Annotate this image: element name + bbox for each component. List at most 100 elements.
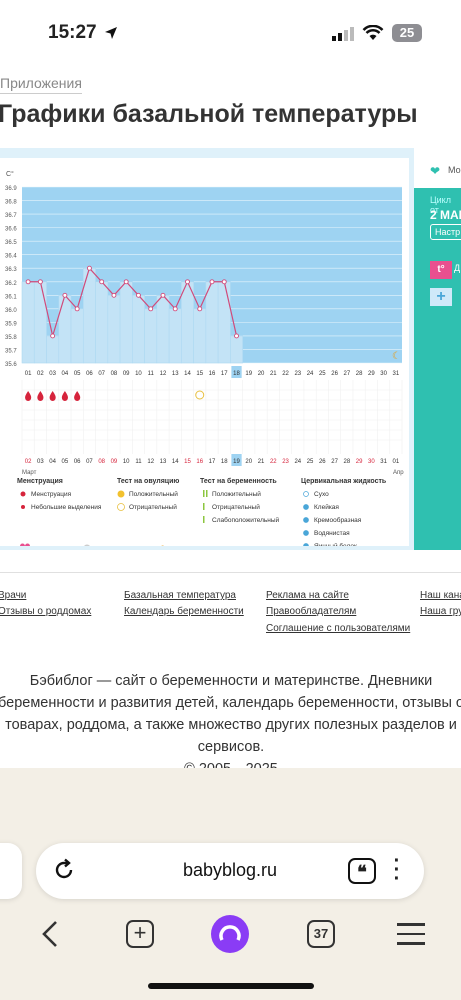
cervical-legend-icon <box>303 517 309 523</box>
x-day-label: 16 <box>209 371 216 377</box>
footer-link-doctors[interactable]: Врачи <box>0 590 27 601</box>
moon-legend-icon: ☾ <box>159 545 167 546</box>
breadcrumb[interactable]: Приложения <box>0 75 82 94</box>
back-icon[interactable] <box>40 920 60 953</box>
address-bar[interactable]: babyblog.ru ❝ · · · <box>36 843 424 899</box>
date-label: 24 <box>294 459 301 465</box>
date-label: 18 <box>221 459 228 465</box>
menstruation-drop-icon <box>37 391 44 401</box>
temp-point <box>99 279 105 285</box>
footer-link-bbt[interactable]: Базальная температура <box>124 590 236 601</box>
date-label: 15 <box>184 459 191 465</box>
footer-link-group[interactable]: Наша группа <box>420 606 461 617</box>
legend-item: Положительный <box>212 490 261 498</box>
x-day-label: 07 <box>98 371 105 377</box>
bbt-chart-panel: 36.9 36.8 36.7 36.6 36.5 36.4 36.3 36.2 36.1 36.0… <box>0 148 414 550</box>
alice-assistant-icon[interactable] <box>211 915 249 953</box>
temp-point <box>136 292 141 298</box>
legend-item: Отрицательный <box>129 503 177 511</box>
cervical-legend-icon <box>303 504 309 510</box>
date-label: 31 <box>380 459 387 465</box>
date-label: 30 <box>368 459 375 465</box>
ovulation-negative-icon <box>195 390 205 400</box>
cellular-signal-icon <box>332 27 354 46</box>
date-label: 11 <box>135 459 142 465</box>
about-text: Бэбиблог — сайт о беременности и материн… <box>0 673 461 755</box>
footer-link-user-agreement[interactable]: Соглашение с пользователями <box>266 623 411 634</box>
x-day-label: 10 <box>135 371 142 377</box>
tabs-count[interactable]: 37 <box>307 920 335 948</box>
spotting-legend-icon <box>21 505 25 509</box>
x-day-label: 24 <box>307 371 314 377</box>
legend-item: Сухо <box>314 491 329 498</box>
temp-bar <box>33 281 47 364</box>
temp-bar <box>46 335 60 364</box>
y-tick-label: 35.6 <box>5 362 17 368</box>
date-label: 19 <box>233 459 240 465</box>
y-tick-label: 36.5 <box>5 240 17 246</box>
date-label: 07 <box>86 459 93 465</box>
footer-link-maternity-reviews[interactable]: Отзывы о роддомах <box>0 606 92 617</box>
legend-item: Отрицательный <box>212 503 260 511</box>
temp-bar <box>205 281 219 364</box>
date-label: 10 <box>123 459 130 465</box>
legend-item: Водянистая <box>314 530 350 537</box>
month-label: Март <box>22 470 37 476</box>
y-tick-label: 36.0 <box>5 308 17 314</box>
legend-item: Менструация <box>31 491 72 498</box>
date-label: 12 <box>147 459 154 465</box>
x-day-label: 29 <box>368 371 375 377</box>
y-tick-label: 36.4 <box>5 254 17 260</box>
add-button[interactable]: + <box>430 288 452 306</box>
footer-link-channel[interactable]: Наш канал <box>420 590 461 601</box>
my-charts-label[interactable]: Мо <box>448 165 461 175</box>
x-day-label: 22 <box>282 371 289 377</box>
temp-point <box>111 292 117 298</box>
next-month-label: Апр <box>393 470 404 476</box>
temp-bar <box>58 295 72 364</box>
heart-icon: ❤ <box>430 164 441 178</box>
x-day-label: 21 <box>270 371 277 377</box>
legend-item: Половой акт <box>31 545 69 546</box>
x-day-label: 04 <box>62 371 69 377</box>
y-tick-label: 36.1 <box>5 294 17 300</box>
reload-icon[interactable] <box>52 858 76 887</box>
x-day-label: 11 <box>148 371 155 377</box>
settings-button[interactable]: Настр <box>430 224 461 240</box>
more-vertical-icon[interactable]: · · · <box>393 850 401 890</box>
intercourse-heart-icon <box>20 543 30 546</box>
current-day-highlight <box>231 366 242 378</box>
temp-point <box>185 279 190 285</box>
footer-link-pregnancy-calendar[interactable]: Календарь беременности <box>124 606 244 617</box>
temp-point <box>86 265 92 271</box>
temp-point <box>62 292 68 298</box>
date-label: 25 <box>307 459 314 465</box>
side-panel: ❤ Мо Цикл от 2 МАР Настр t° Д + <box>414 148 461 550</box>
temperature-label: Д <box>454 263 461 273</box>
previous-tab-card[interactable] <box>0 843 22 899</box>
date-label: 14 <box>172 459 179 465</box>
temp-point <box>37 279 43 285</box>
footer-links: Врачи Отзывы о роддомах Базальная темпер… <box>0 572 461 642</box>
url-text[interactable]: babyblog.ru <box>182 860 278 880</box>
date-label: 29 <box>356 459 363 465</box>
temp-bar <box>132 295 145 364</box>
legend-title-cervical: Цервикальная жидкость <box>301 478 387 485</box>
y-tick-label: 36.3 <box>5 267 17 273</box>
menu-icon[interactable] <box>397 923 425 952</box>
bbt-chart[interactable]: 36.9 36.8 36.7 36.6 36.5 36.4 36.3 36.2 36.1 36.0… <box>0 158 409 546</box>
page-title: Графики базальной температуры <box>0 100 418 128</box>
y-tick-label: 36.6 <box>5 227 17 233</box>
y-tick-label: 36.2 <box>5 281 17 287</box>
x-day-label: 01 <box>25 371 32 377</box>
new-tab-icon[interactable]: + <box>126 920 154 948</box>
cycle-date: 2 МАР <box>430 208 461 222</box>
menstruation-drop-icon <box>49 391 56 401</box>
x-day-label: 25 <box>319 371 326 377</box>
footer-link-advertising[interactable]: Реклама на сайте <box>266 590 349 601</box>
footer-link-copyright[interactable]: Правообладателям <box>266 606 357 617</box>
legend-title-menstruation: Менструация <box>17 478 63 485</box>
reader-quote-icon[interactable]: ❝ <box>348 858 376 884</box>
y-tick-label: 35.8 <box>5 335 17 341</box>
temperature-button[interactable]: t° <box>430 261 452 279</box>
